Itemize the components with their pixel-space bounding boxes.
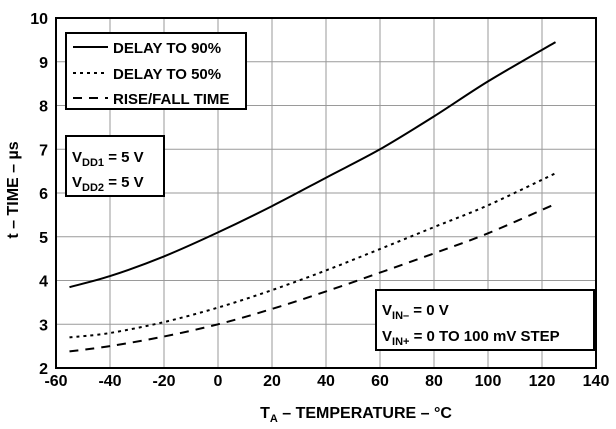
x-tick-label: -60 [44, 373, 67, 390]
vdd1-annotation: VDD1 = 5 V [72, 149, 144, 169]
y-tick-label: 10 [30, 11, 48, 28]
y-tick-label: 9 [39, 55, 48, 72]
x-tick-label: 0 [214, 373, 223, 390]
x-tick-label: 60 [371, 373, 389, 390]
y-tick-label: 8 [39, 99, 48, 116]
y-tick-label: 6 [39, 186, 48, 203]
vin-plus-annotation: VIN+ = 0 TO 100 mV STEP [382, 328, 560, 348]
y-tick-label: 4 [39, 274, 48, 291]
supply-voltage-box: VDD1 = 5 V VDD2 = 5 V [65, 135, 165, 197]
x-tick-label: -40 [98, 373, 121, 390]
vdd2-annotation: VDD2 = 5 V [72, 174, 144, 194]
x-tick-label: 20 [263, 373, 281, 390]
x-tick-label: 40 [317, 373, 335, 390]
y-tick-label: 2 [39, 361, 48, 378]
legend-label-delay-90: DELAY TO 90% [113, 40, 221, 57]
rise-fall-time-line [69, 202, 556, 353]
y-axis-label: t – TIME – µs [5, 141, 22, 238]
x-tick-label: 120 [529, 373, 556, 390]
vin-minus-annotation: VIN– = 0 V [382, 302, 449, 322]
legend: DELAY TO 90% DELAY TO 50% RISE/FALL TIME [65, 32, 247, 110]
x-tick-label: 80 [425, 373, 443, 390]
legend-label-rise-fall: RISE/FALL TIME [113, 91, 229, 108]
legend-label-delay-50: DELAY TO 50% [113, 66, 221, 83]
series-layer [69, 41, 557, 353]
legend-box [65, 32, 247, 110]
delay-to-90-line [69, 41, 557, 289]
delay-to-50-line [69, 172, 556, 339]
y-tick-label: 5 [39, 230, 48, 247]
input-voltage-box: VIN– = 0 V VIN+ = 0 TO 100 mV STEP [375, 289, 595, 351]
supply-box-frame [65, 135, 165, 197]
x-tick-label: 100 [475, 373, 502, 390]
tick-labels: -60 -40 -20 0 20 40 60 80 100 120 140 2 3 4 5 6 7 8 9 10 [30, 11, 609, 390]
x-tick-label: 140 [583, 373, 610, 390]
input-box-frame [375, 289, 595, 351]
x-tick-label: -20 [152, 373, 175, 390]
y-tick-label: 3 [39, 317, 48, 334]
plot-frame [55, 17, 597, 369]
y-tick-label: 7 [39, 142, 48, 159]
x-axis-label: TA – TEMPERATURE – °C [260, 405, 452, 425]
